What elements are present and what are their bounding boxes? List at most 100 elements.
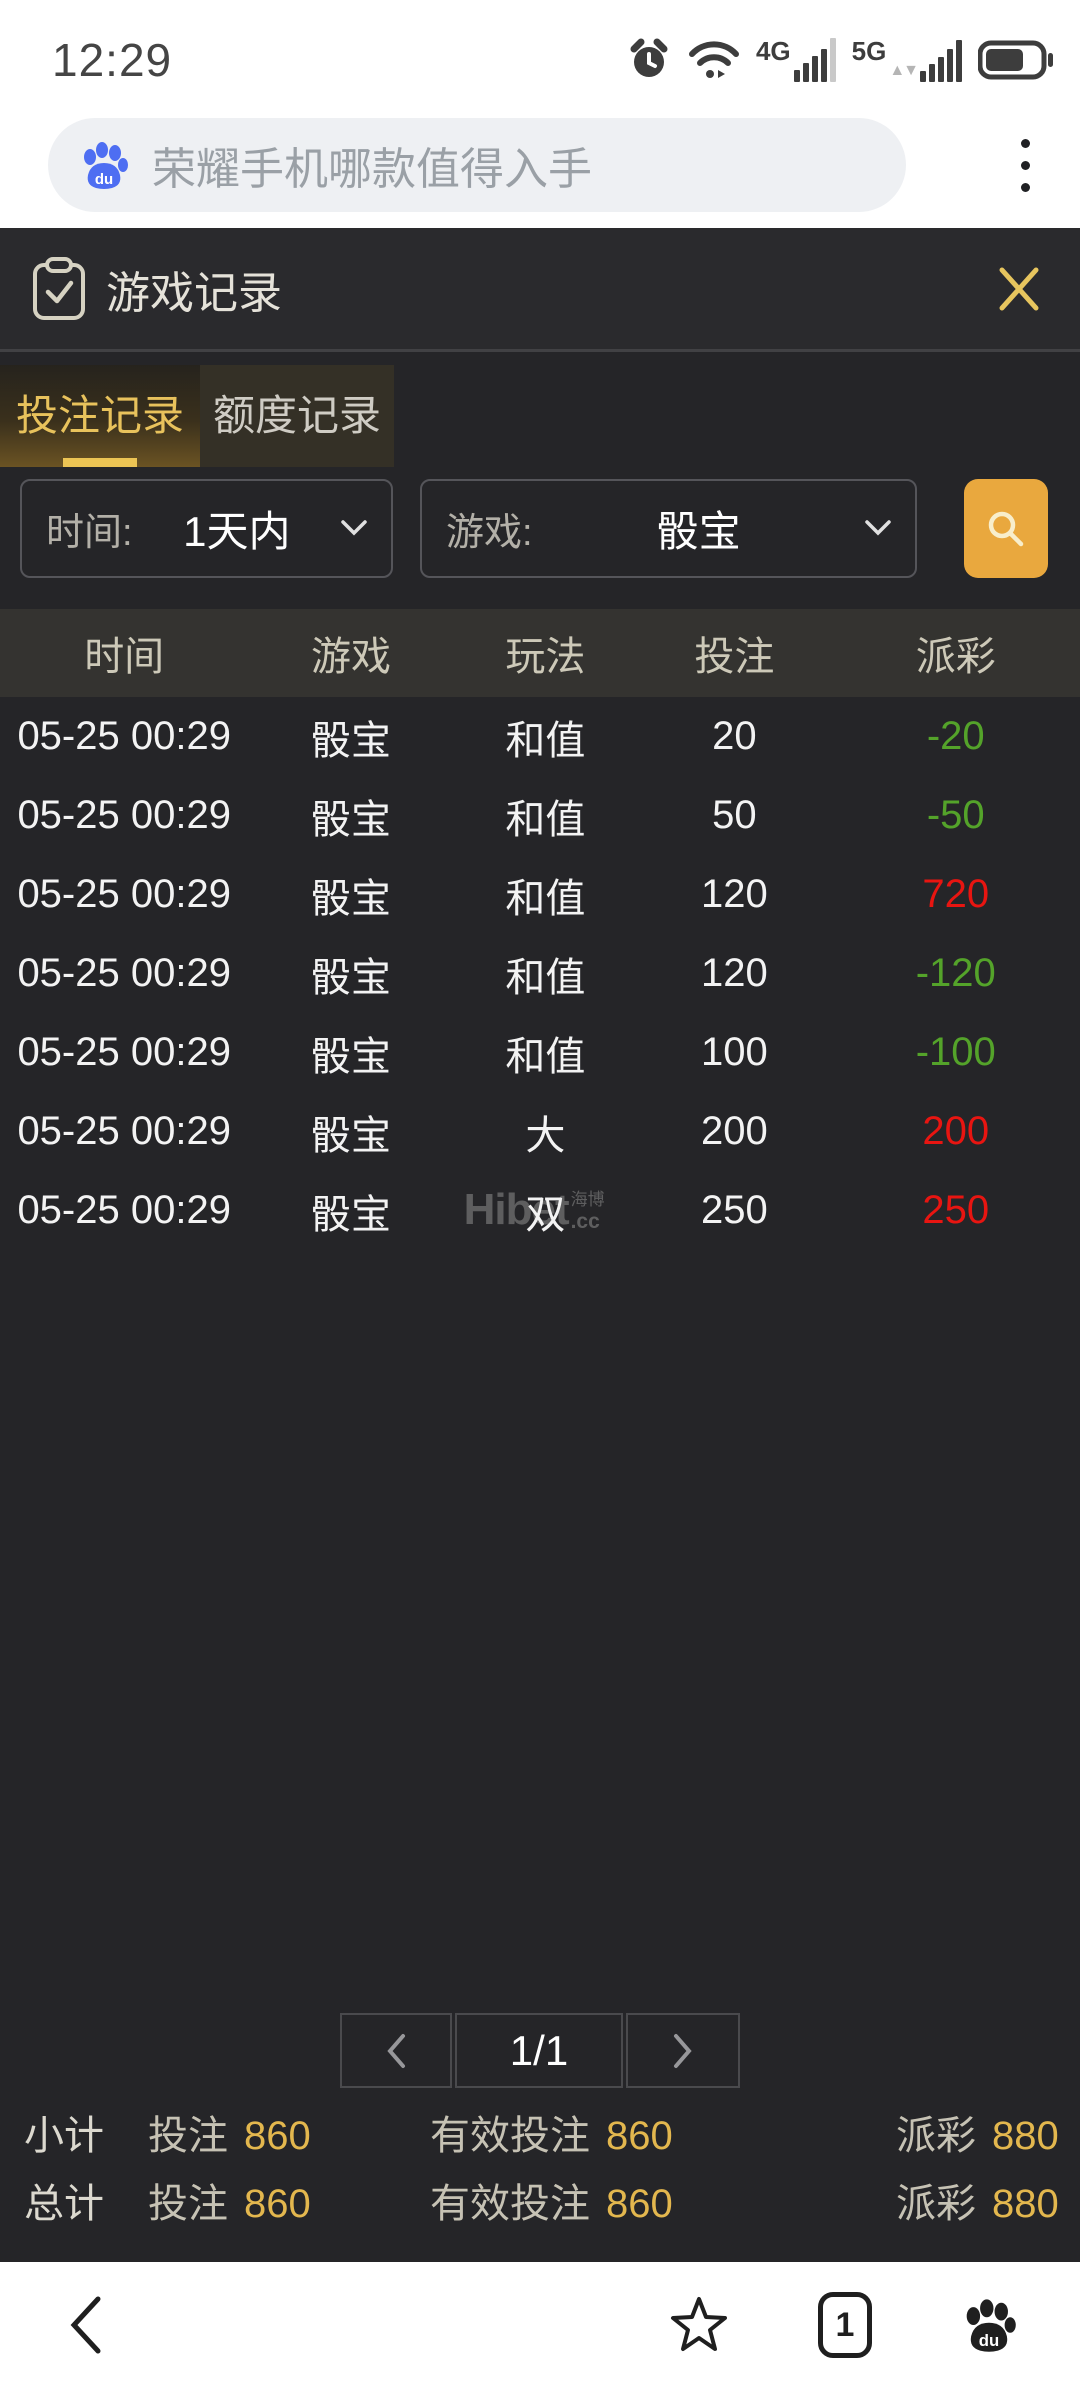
tab-quota-records[interactable]: 额度记录 <box>200 365 394 467</box>
baidu-du-text: du <box>979 2331 999 2350</box>
chevron-left-icon <box>70 2296 101 2354</box>
cell-play: 和值 <box>505 797 586 842</box>
tab-bet-records[interactable]: 投注记录 <box>0 365 200 467</box>
cell-payout: -100 <box>915 1030 996 1074</box>
payout-label: 派彩 <box>896 2114 976 2158</box>
cell-play-text: 双 <box>525 1192 566 1237</box>
favorite-star-button[interactable] <box>668 2295 730 2355</box>
valid-bet-label: 有效投注 <box>430 2114 590 2158</box>
cell-bet: 250 <box>700 1188 768 1232</box>
record-tabs: 投注记录 额度记录 <box>0 365 1080 467</box>
cell-play: Hibet 海博 .cc 双 <box>454 1182 638 1240</box>
tab-quota-records-label: 额度记录 <box>212 392 381 439</box>
valid-bet-value: 860 <box>606 2182 673 2226</box>
valid-bet-label: 有效投注 <box>430 2182 590 2226</box>
table-row: 05-25 00:29 骰宝 和值 120 -120 <box>0 934 1080 1013</box>
chevron-down-icon <box>341 520 367 536</box>
wifi-icon <box>688 38 740 82</box>
payout-label: 派彩 <box>896 2182 976 2226</box>
baidu-paw-icon: du <box>78 139 130 191</box>
valid-bet-value: 860 <box>606 2114 673 2158</box>
cell-game: 骰宝 <box>310 955 391 1000</box>
subtotal-row: 小计 投注 860 有效投注 860 派彩 880 <box>0 2098 1080 2166</box>
watermark-cc: .cc <box>570 1210 600 1233</box>
table-row: 05-25 00:29 骰宝 和值 100 -100 <box>0 1013 1080 1092</box>
cell-bet: 200 <box>700 1109 768 1153</box>
cell-time: 05-25 00:29 <box>17 951 231 995</box>
cell-time: 05-25 00:29 <box>17 1109 231 1153</box>
page-indicator: 1/1 <box>455 2013 623 2088</box>
cell-time: 05-25 00:29 <box>17 1188 231 1232</box>
chevron-down-icon <box>865 520 891 536</box>
grandtotal-label: 总计 <box>24 2182 104 2226</box>
cell-bet: 50 <box>712 793 757 837</box>
close-icon[interactable] <box>994 264 1044 314</box>
header-payout: 派彩 <box>915 635 996 679</box>
cell-play: 大 <box>525 1113 566 1158</box>
watermark-text: Hibet <box>463 1184 570 1234</box>
cell-game: 骰宝 <box>310 1113 391 1158</box>
browser-search-row: du 荣耀手机哪款值得入手 <box>0 110 1080 228</box>
cell-game: 骰宝 <box>310 718 391 763</box>
signal-4g-icon: 4G <box>756 38 836 82</box>
active-tab-underline <box>63 458 137 467</box>
cell-game: 骰宝 <box>310 1192 391 1237</box>
baidu-paw-button[interactable]: du <box>960 2296 1018 2354</box>
status-bar: 12:29 4G 5G ▲▼ <box>0 0 1080 110</box>
cell-play: 和值 <box>505 955 586 1000</box>
game-filter-value: 骰宝 <box>656 508 741 555</box>
bet-value: 860 <box>244 2114 311 2158</box>
pagination: 1/1 <box>0 2013 1080 2088</box>
back-button[interactable] <box>66 2293 106 2357</box>
baidu-du-text: du <box>95 171 113 188</box>
bet-value: 860 <box>244 2182 311 2226</box>
browser-menu-button[interactable] <box>1021 138 1030 192</box>
modal-header: 游戏记录 <box>0 228 1080 352</box>
cell-payout: -50 <box>926 793 985 837</box>
cell-payout: 200 <box>922 1109 990 1153</box>
table-row: 05-25 00:29 骰宝 和值 120 720 <box>0 855 1080 934</box>
payout-value: 880 <box>992 2182 1059 2226</box>
tab-count-value: 1 <box>835 2305 855 2344</box>
cell-time: 05-25 00:29 <box>17 793 231 837</box>
signal-5g-icon: 5G ▲▼ <box>852 38 962 82</box>
tab-bet-records-label: 投注记录 <box>15 392 184 439</box>
modal-title: 游戏记录 <box>106 268 282 318</box>
cell-bet: 100 <box>700 1030 768 1074</box>
header-bet: 投注 <box>694 635 775 679</box>
header-time: 时间 <box>84 635 165 679</box>
cell-bet: 20 <box>712 714 757 758</box>
baidu-paw-icon: du <box>966 2299 1016 2352</box>
cell-time: 05-25 00:29 <box>17 872 231 916</box>
battery-icon <box>978 40 1054 80</box>
table-row: 05-25 00:29 骰宝 和值 50 -50 <box>0 776 1080 855</box>
table-row: 05-25 00:29 骰宝 和值 20 -20 <box>0 697 1080 776</box>
clock-time: 12:29 <box>52 34 173 86</box>
game-filter-select[interactable]: 游戏: 骰宝 <box>420 479 917 578</box>
chevron-left-icon <box>387 2033 405 2068</box>
header-game: 游戏 <box>310 635 391 679</box>
table-row: 05-25 00:29 骰宝 大 200 200 <box>0 1092 1080 1171</box>
browser-bottom-nav: 1 du <box>0 2262 1080 2388</box>
game-filter-label: 游戏: <box>446 512 533 554</box>
grandtotal-row: 总计 投注 860 有效投注 860 派彩 880 <box>0 2166 1080 2234</box>
time-filter-select[interactable]: 时间: 1天内 <box>20 479 393 578</box>
search-submit-button[interactable] <box>964 479 1048 578</box>
cell-game: 骰宝 <box>310 797 391 842</box>
tab-count-button[interactable]: 1 <box>818 2292 872 2358</box>
header-play: 玩法 <box>505 635 586 679</box>
cell-play: 和值 <box>505 718 586 763</box>
cell-time: 05-25 00:29 <box>17 714 231 758</box>
star-icon <box>671 2297 727 2351</box>
cell-game: 骰宝 <box>310 1034 391 1079</box>
empty-area <box>0 1250 1080 2013</box>
cell-play: 和值 <box>505 1034 586 1079</box>
prev-page-button[interactable] <box>340 2013 452 2088</box>
search-query-text: 荣耀手机哪款值得入手 <box>152 145 592 194</box>
bet-label: 投注 <box>148 2182 228 2226</box>
payout-value: 880 <box>992 2114 1059 2158</box>
cell-payout: 720 <box>922 872 990 916</box>
next-page-button[interactable] <box>626 2013 740 2088</box>
search-input[interactable]: du 荣耀手机哪款值得入手 <box>48 118 906 212</box>
